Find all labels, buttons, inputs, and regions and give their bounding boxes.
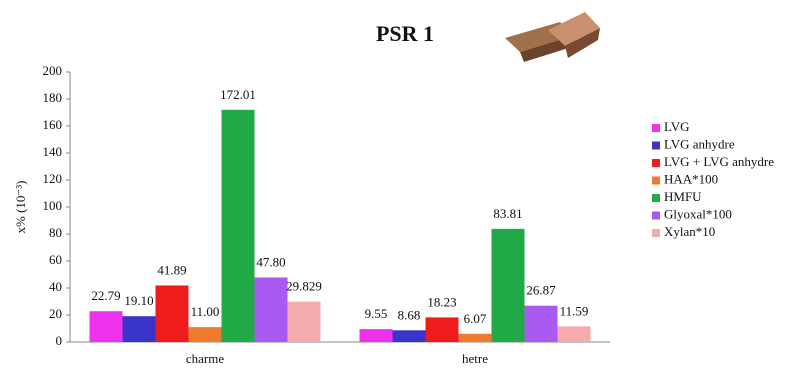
data-label: 29.829 — [286, 279, 322, 294]
bar — [188, 327, 222, 342]
data-label: 18.23 — [427, 294, 456, 309]
bar — [425, 317, 459, 342]
bar — [89, 311, 123, 342]
y-tick-label: 140 — [43, 144, 63, 159]
bar — [392, 330, 426, 342]
bar — [254, 277, 288, 342]
y-tick-label: 200 — [43, 63, 63, 78]
bar — [557, 326, 591, 342]
y-axis-label: x% (10⁻³) — [13, 181, 28, 234]
legend-swatch — [652, 176, 660, 185]
data-label: 41.89 — [157, 262, 186, 277]
y-tick-label: 100 — [43, 198, 63, 213]
legend-swatch — [652, 159, 660, 167]
data-label: 47.80 — [256, 254, 285, 269]
data-label: 172.01 — [220, 87, 256, 102]
legend-label: HMFU — [664, 189, 702, 204]
y-tick-label: 180 — [43, 90, 63, 105]
legend-label: LVG + LVG anhydre — [664, 154, 774, 169]
data-label: 11.00 — [191, 304, 220, 319]
bar — [287, 301, 321, 342]
y-tick-label: 120 — [43, 171, 63, 186]
wood-icon — [505, 12, 600, 62]
legend-swatch — [652, 211, 660, 220]
chart-title: PSR 1 — [376, 21, 434, 46]
y-tick-label: 80 — [49, 225, 62, 240]
bar — [155, 285, 189, 342]
bar — [524, 305, 558, 342]
bar — [221, 109, 255, 342]
y-tick-label: 160 — [43, 117, 63, 132]
legend-label: LVG anhydre — [664, 136, 735, 151]
legend-swatch — [652, 124, 660, 132]
legend-label: Xylan*10 — [664, 224, 715, 239]
y-tick-label: 40 — [49, 279, 62, 294]
data-label: 8.68 — [398, 307, 421, 322]
data-label: 19.10 — [124, 293, 153, 308]
legend-swatch — [652, 229, 660, 237]
x-tick-label: charme — [186, 351, 224, 366]
x-tick-label: hetre — [462, 351, 488, 366]
data-label: 6.07 — [464, 311, 487, 326]
bar — [122, 316, 156, 342]
legend-label: LVG — [664, 119, 690, 134]
legend-label: Glyoxal*100 — [664, 206, 732, 221]
legend-label: HAA*100 — [664, 171, 718, 186]
data-label: 11.59 — [560, 303, 589, 318]
data-label: 22.79 — [91, 288, 120, 303]
data-label: 9.55 — [365, 306, 388, 321]
bar — [491, 228, 525, 342]
data-label: 26.87 — [526, 283, 556, 298]
y-tick-label: 20 — [49, 306, 62, 321]
y-tick-label: 60 — [49, 252, 62, 267]
bar — [359, 329, 393, 342]
bar — [458, 333, 492, 342]
data-label: 83.81 — [493, 206, 522, 221]
legend-swatch — [652, 141, 660, 150]
legend-swatch — [652, 194, 660, 202]
y-tick-label: 0 — [56, 333, 63, 348]
